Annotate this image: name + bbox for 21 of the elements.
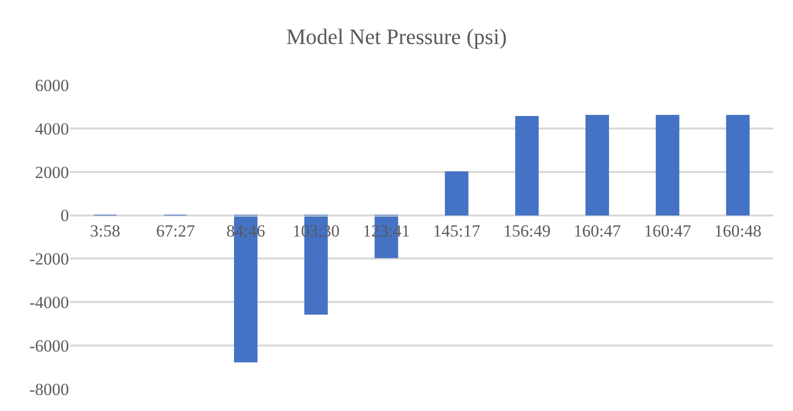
x-tick-label: 145:17 (433, 222, 481, 241)
bar (586, 114, 609, 216)
x-tick-label: 67:27 (156, 222, 196, 241)
y-tick-label: -6000 (29, 336, 69, 356)
y-tick-label: 0 (60, 206, 69, 226)
bar (515, 116, 539, 216)
x-tick-label: 160:47 (644, 222, 692, 241)
bar (444, 171, 468, 216)
bar (656, 114, 680, 216)
bar (726, 114, 750, 216)
x-tick-label: 156:49 (503, 222, 551, 241)
x-tick-label: 160:47 (574, 222, 622, 241)
y-tick-label: -8000 (29, 380, 69, 399)
x-tick-label: 3:58 (90, 222, 120, 241)
y-tick-label: -2000 (29, 250, 69, 269)
chart-title: Model Net Pressure (psi) (286, 24, 507, 50)
y-tick-label: -4000 (29, 293, 69, 312)
y-tick-label: 6000 (35, 76, 69, 95)
y-tick-label: 2000 (35, 162, 69, 182)
x-tick-label: 160:48 (714, 222, 762, 241)
y-tick-label: 4000 (35, 119, 69, 138)
